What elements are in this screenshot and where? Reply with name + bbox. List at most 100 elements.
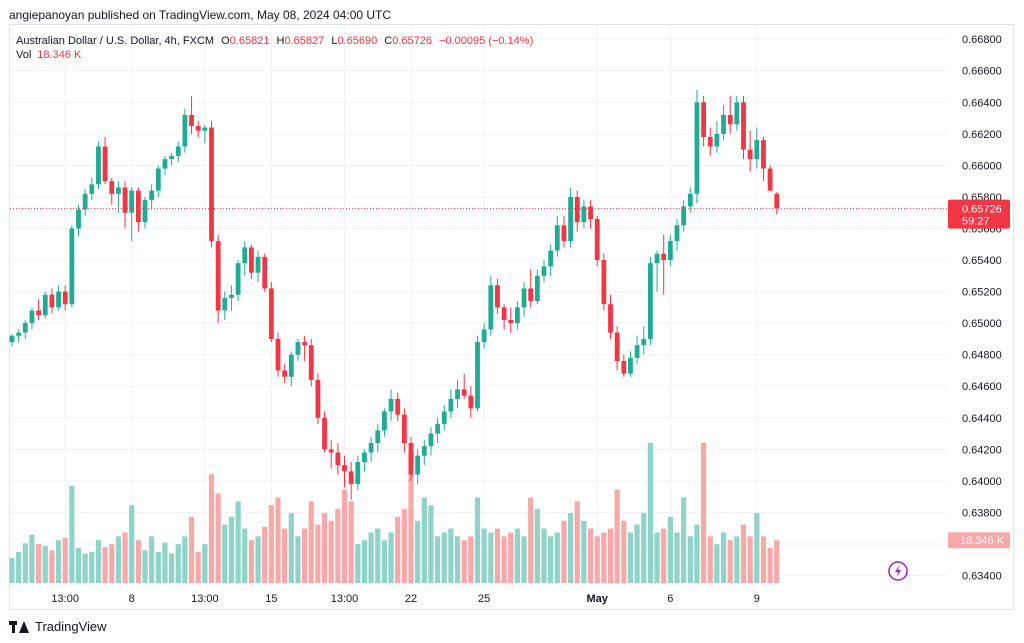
candle-body xyxy=(169,155,174,160)
candle-body xyxy=(288,354,294,377)
candle-body xyxy=(302,342,307,346)
candle-body xyxy=(648,263,653,339)
volume-bar xyxy=(641,513,647,583)
volume-bar xyxy=(228,516,235,583)
candle-body xyxy=(275,338,281,371)
candle-body xyxy=(727,114,733,125)
volume-bar xyxy=(195,551,201,583)
price-tick-label: 0.65400 xyxy=(962,255,1002,267)
candle-body xyxy=(215,241,221,311)
volume-bar xyxy=(36,544,42,583)
volume-bar xyxy=(448,528,454,583)
candle-body xyxy=(554,225,560,251)
last-price-countdown: 59:27 xyxy=(962,216,990,228)
candle-body xyxy=(249,247,254,273)
high-value: 0.65827 xyxy=(284,35,325,47)
candle-body xyxy=(229,294,234,298)
candle-body xyxy=(621,361,627,374)
low-value: 0.65690 xyxy=(337,35,378,47)
volume-bar xyxy=(288,513,294,583)
brand-name: TradingView xyxy=(35,619,107,634)
volume-bar xyxy=(29,534,35,583)
candle-body xyxy=(175,146,181,156)
candle-body xyxy=(561,225,567,242)
volume-bar xyxy=(115,536,121,583)
close-value: 0.65726 xyxy=(392,35,432,47)
candle-body xyxy=(195,125,201,131)
candle-body xyxy=(29,310,35,324)
candle-body xyxy=(661,253,667,261)
price-tick-label: 0.64200 xyxy=(962,444,1002,456)
candle-body xyxy=(521,288,527,308)
lightning-icon xyxy=(888,561,908,581)
volume-bar xyxy=(388,532,394,583)
volume-bar xyxy=(162,542,168,583)
candle-body xyxy=(534,275,540,302)
candle-body xyxy=(734,102,740,125)
volume-bar xyxy=(9,558,15,583)
candle-body xyxy=(22,323,28,333)
candle-body xyxy=(614,332,620,361)
candle-body xyxy=(355,461,361,485)
candles xyxy=(9,89,780,500)
footer-brand[interactable]: TradingView xyxy=(9,619,107,634)
symbol-name: Australian Dollar / U.S. Dollar, 4h, FXC… xyxy=(16,35,215,47)
candle-body xyxy=(56,291,61,308)
price-tick-label: 0.64000 xyxy=(962,476,1002,488)
volume-bar xyxy=(355,544,361,583)
volume-label: Vol xyxy=(16,49,32,61)
candle-body xyxy=(348,471,354,485)
volume-bar xyxy=(561,520,567,583)
volume-bar xyxy=(182,536,188,583)
candle-body xyxy=(588,206,593,220)
candle-body xyxy=(96,146,101,185)
volume-bar xyxy=(341,489,348,583)
candle-body xyxy=(667,241,673,261)
volume-bar xyxy=(754,513,760,583)
volume-bar xyxy=(720,532,727,583)
time-tick-label: 22 xyxy=(405,593,417,605)
candle-body xyxy=(747,149,753,160)
chart-frame[interactable] xyxy=(9,24,1014,610)
price-tick-label: 0.63800 xyxy=(962,507,1002,519)
volume-bar xyxy=(62,537,68,583)
candle-body xyxy=(122,187,128,213)
candle-body xyxy=(16,332,22,336)
candle-body xyxy=(155,168,161,191)
candle-body xyxy=(634,345,640,358)
time-tick-label: 6 xyxy=(667,593,673,605)
candle-body xyxy=(209,127,214,242)
candle-body xyxy=(149,190,155,201)
price-tick-label: 0.65200 xyxy=(962,287,1002,299)
symbol-legend: Australian Dollar / U.S. Dollar, 4h, FXC… xyxy=(16,33,533,49)
last-volume-value: 18.346 K xyxy=(960,535,1005,547)
volume-bar xyxy=(634,524,640,583)
candle-body xyxy=(528,288,534,302)
volume-bar xyxy=(681,497,687,583)
candle-body xyxy=(721,114,726,134)
volume-bar xyxy=(661,528,667,583)
volume-bar xyxy=(607,528,614,583)
candle-body xyxy=(189,114,194,126)
candle-body xyxy=(102,146,108,182)
volume-bar xyxy=(315,524,321,583)
candle-body xyxy=(707,137,713,147)
candle-body xyxy=(548,250,554,267)
candle-body xyxy=(681,206,687,226)
volume-bar xyxy=(501,536,507,583)
last-volume-tag xyxy=(948,532,1010,549)
volume-bar xyxy=(767,548,773,583)
time-tick-label: 25 xyxy=(478,593,490,605)
volume-bar xyxy=(701,443,707,583)
volume-bar xyxy=(694,524,700,583)
candle-body xyxy=(342,465,347,472)
volume-bar xyxy=(368,532,374,583)
candle-body xyxy=(455,389,460,399)
volume-bar xyxy=(601,532,607,583)
close-label: C xyxy=(384,35,393,47)
candle-body xyxy=(135,190,141,223)
candle-body xyxy=(76,209,81,229)
candle-body xyxy=(315,379,321,418)
volume-bar xyxy=(295,536,301,583)
